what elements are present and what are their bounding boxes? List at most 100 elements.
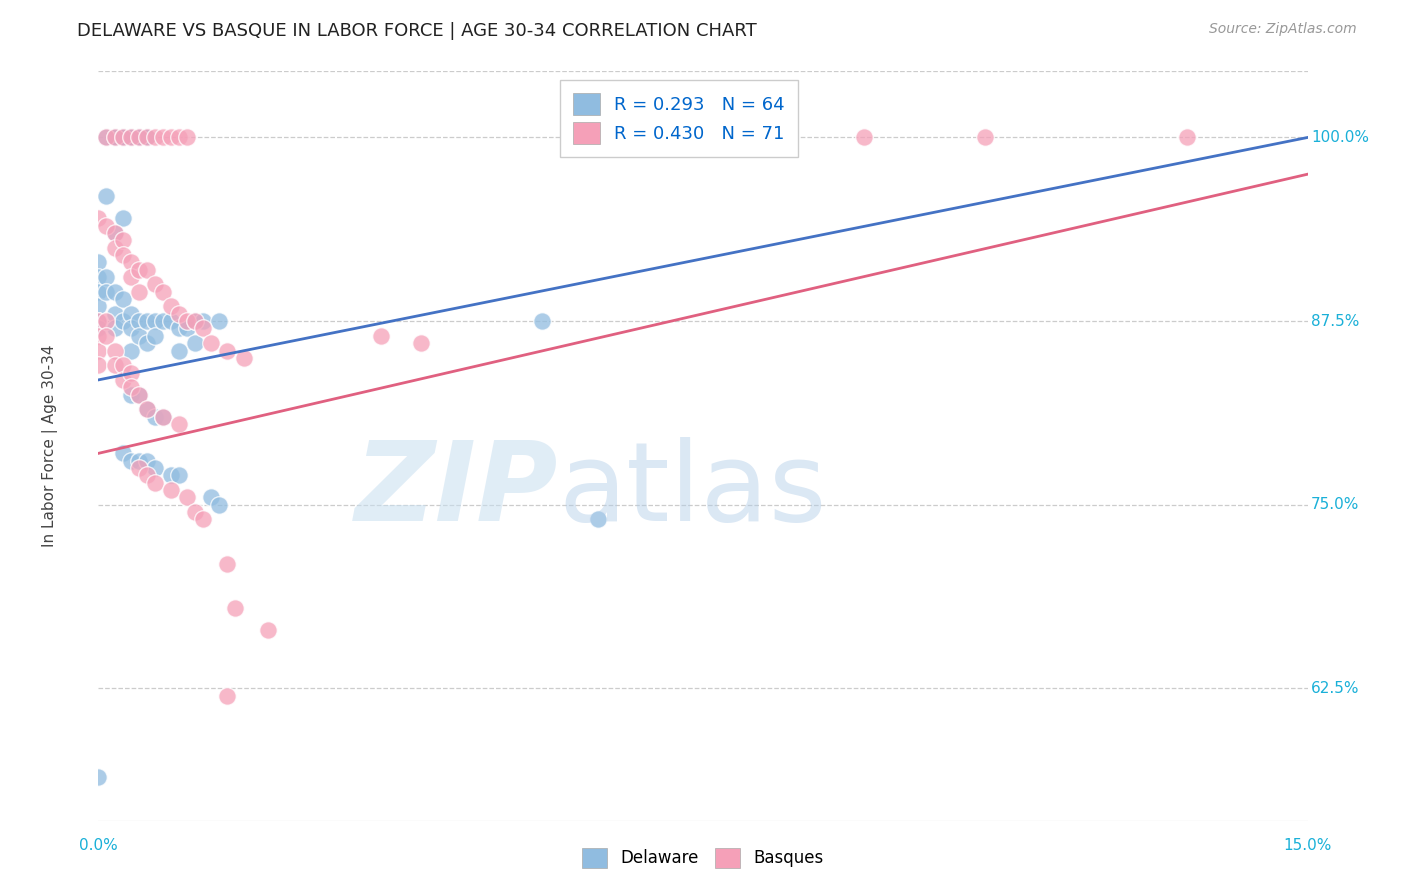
Point [176,130,198,145]
Point [128,262,150,277]
Point [128,130,150,145]
Point [111,446,134,460]
Text: 0.0%: 0.0% [79,838,118,854]
Point [120,380,142,394]
Point [120,130,142,145]
Point [87,328,110,343]
Point [120,321,142,335]
Point [586,512,609,526]
Point [87,211,110,226]
Point [135,468,157,483]
Point [974,130,997,145]
Point [143,314,166,328]
Point [184,505,207,519]
Point [1175,130,1198,145]
Point [853,130,876,145]
Point [103,130,125,145]
Point [87,255,110,269]
Point [217,689,239,703]
Point [167,307,190,321]
Point [103,358,125,372]
Point [193,512,215,526]
Point [128,130,150,145]
Point [184,314,207,328]
Point [111,314,134,328]
Point [96,130,118,145]
Text: 62.5%: 62.5% [1312,681,1360,696]
Point [135,336,157,351]
Point [208,314,231,328]
Point [120,130,142,145]
Point [87,321,110,335]
Point [87,285,110,299]
Point [217,557,239,571]
Point [87,314,110,328]
Point [96,328,118,343]
Point [152,409,174,424]
Point [160,130,183,145]
Point [96,130,118,145]
Point [256,623,278,637]
Point [152,314,174,328]
Point [128,130,150,145]
Point [160,300,183,314]
Point [96,219,118,233]
Point [370,328,392,343]
Point [128,387,150,401]
Point [176,491,198,505]
Point [167,468,190,483]
Point [111,358,134,372]
Point [103,226,125,240]
Point [167,343,190,358]
Point [232,351,254,365]
Point [111,130,134,145]
Point [409,336,432,351]
Point [160,314,183,328]
Point [103,130,125,145]
Point [120,270,142,285]
Point [120,387,142,401]
Point [217,343,239,358]
Point [111,211,134,226]
Point [103,130,125,145]
Point [772,130,794,145]
Point [135,314,157,328]
Point [128,453,150,467]
Point [200,491,222,505]
Point [530,314,553,328]
Point [143,328,166,343]
Point [143,409,166,424]
Point [120,366,142,380]
Point [128,387,150,401]
Point [120,307,142,321]
Point [193,314,215,328]
Point [143,130,166,145]
Point [152,285,174,299]
Text: Source: ZipAtlas.com: Source: ZipAtlas.com [1209,22,1357,37]
Point [135,130,157,145]
Point [184,336,207,351]
Point [120,343,142,358]
Point [143,475,166,490]
Point [87,270,110,285]
Point [176,321,198,335]
Point [111,248,134,262]
Text: In Labor Force | Age 30-34: In Labor Force | Age 30-34 [42,344,58,548]
Point [143,277,166,292]
Text: ZIP: ZIP [354,437,558,544]
Point [103,321,125,335]
Point [135,453,157,467]
Point [651,130,673,145]
Point [103,226,125,240]
Text: 100.0%: 100.0% [1312,130,1369,145]
Point [135,402,157,417]
Legend: Delaware, Basques: Delaware, Basques [575,841,831,875]
Point [152,409,174,424]
Point [111,130,134,145]
Point [96,314,118,328]
Point [224,600,246,615]
Point [167,130,190,145]
Text: DELAWARE VS BASQUE IN LABOR FORCE | AGE 30-34 CORRELATION CHART: DELAWARE VS BASQUE IN LABOR FORCE | AGE … [77,22,756,40]
Point [87,343,110,358]
Point [120,453,142,467]
